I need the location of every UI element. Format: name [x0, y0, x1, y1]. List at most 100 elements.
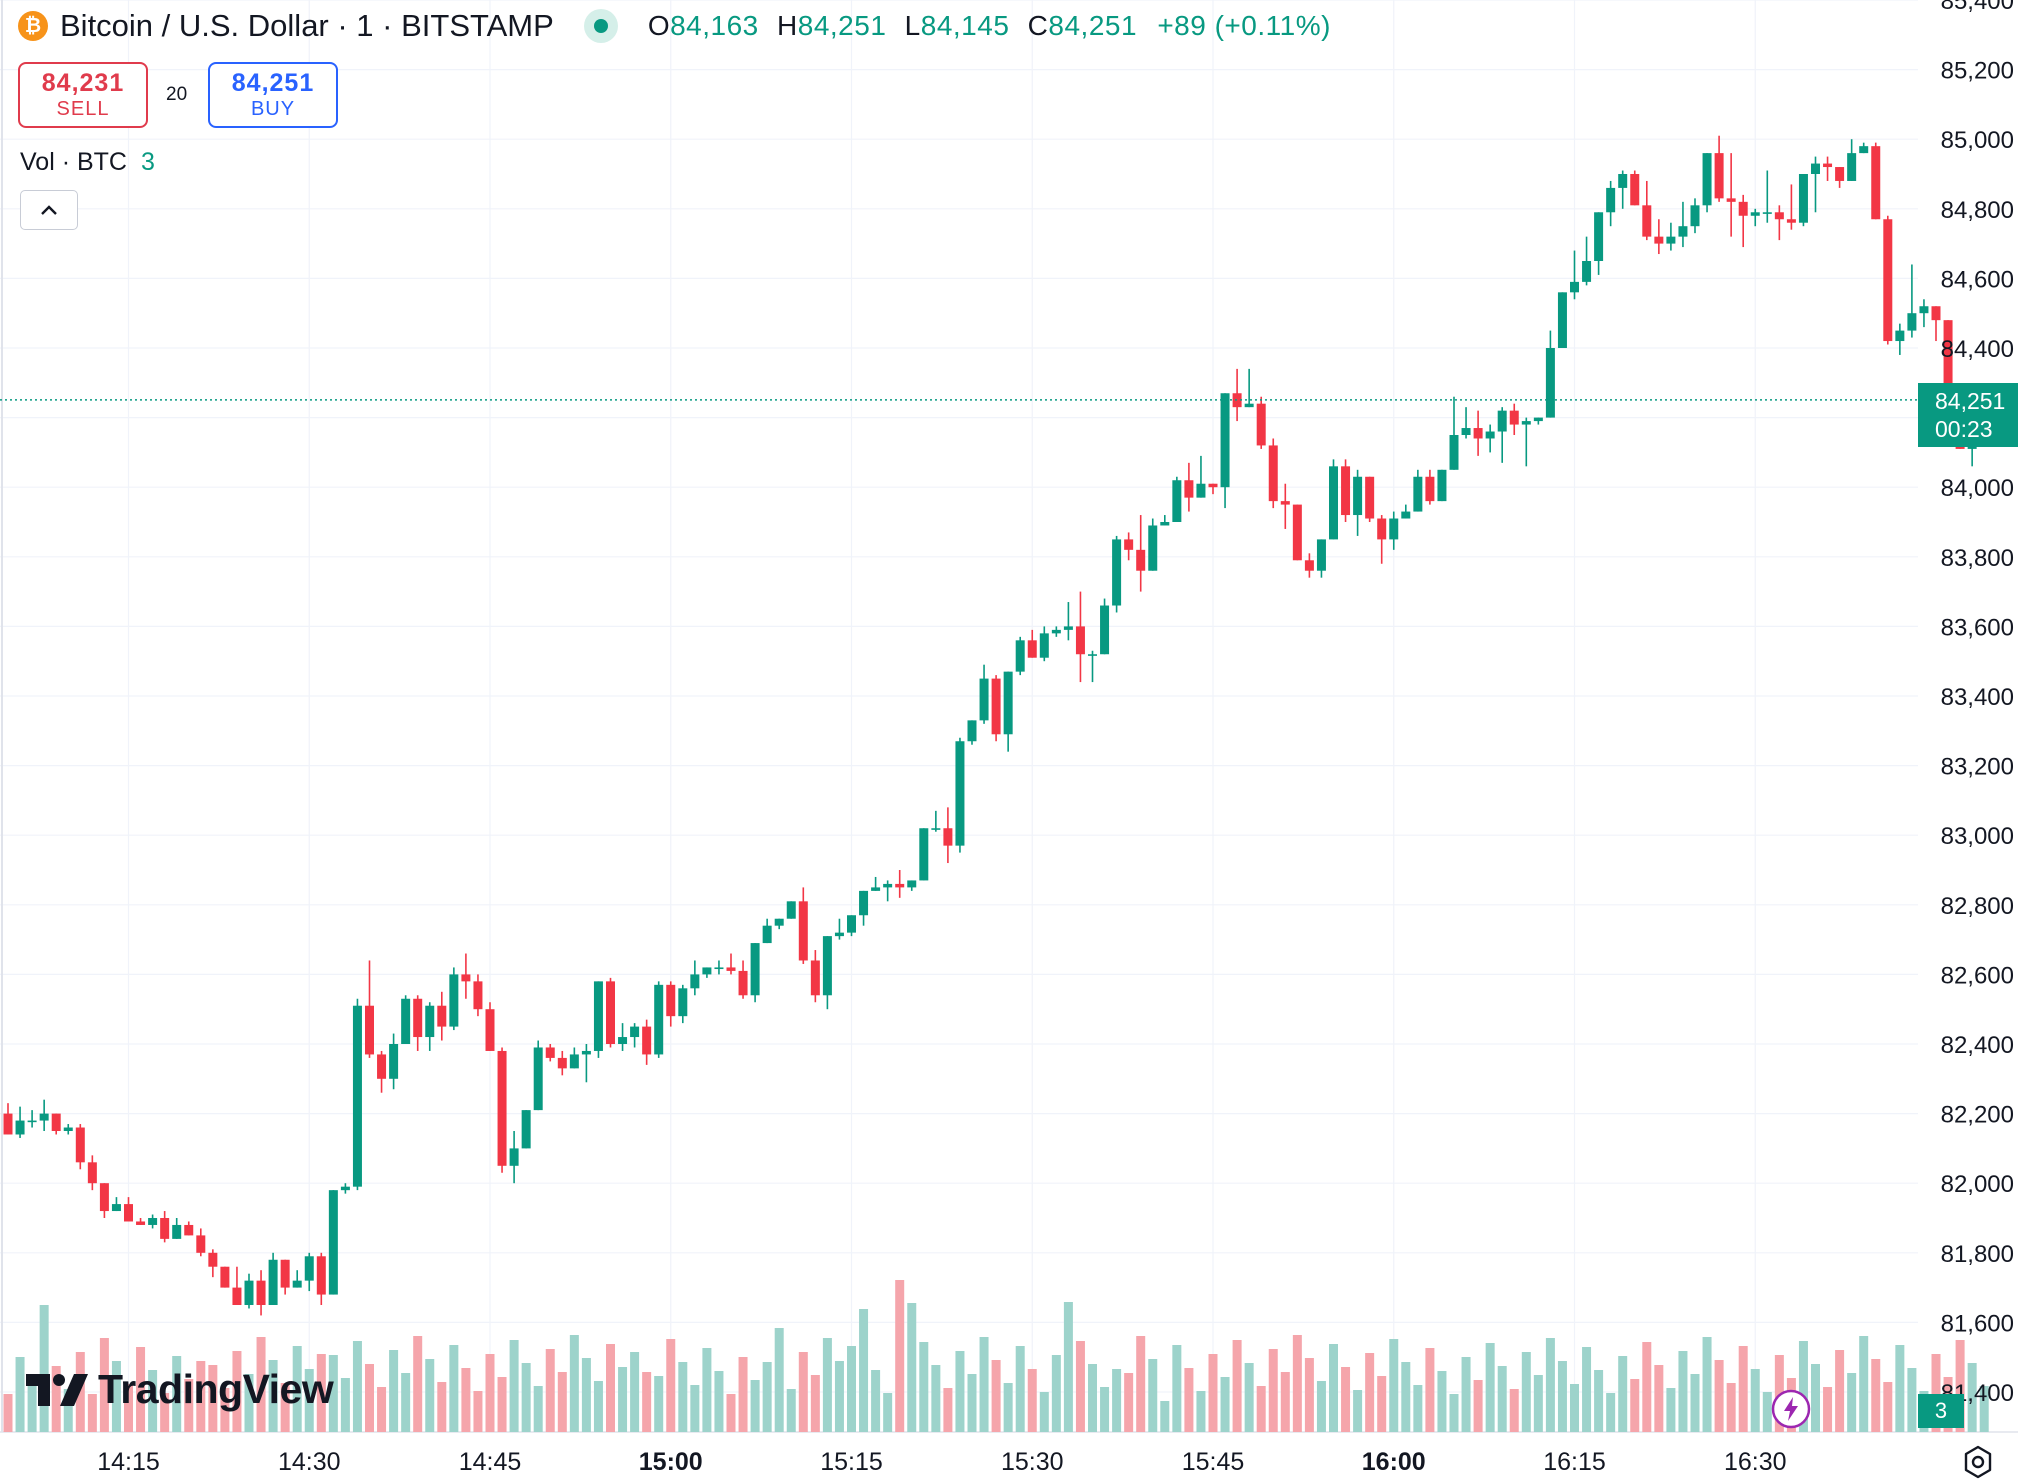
candle-body [1461, 428, 1471, 435]
volume-bar [1895, 1345, 1905, 1432]
volume-bar [196, 1361, 206, 1432]
volume-bar [124, 1384, 133, 1432]
tradingview-logo[interactable]: TradingView [26, 1366, 334, 1413]
volume-bar [1654, 1365, 1664, 1432]
candle-body [148, 1218, 158, 1225]
candle-body [1353, 476, 1363, 516]
candle-body [1642, 205, 1652, 237]
volume-legend[interactable]: Vol · BTC 3 [20, 148, 155, 177]
candle-body [1136, 549, 1146, 571]
volume-bar [1377, 1376, 1387, 1432]
candle-body [461, 974, 471, 982]
price-axis[interactable]: 81,40081,60081,80082,00082,20082,40082,6… [1941, 0, 2014, 1407]
volume-bar [1051, 1355, 1061, 1432]
volume-bar [1160, 1401, 1170, 1432]
candlesticks [3, 135, 1989, 1316]
candle-body [1220, 393, 1230, 488]
volume-bar [943, 1388, 953, 1432]
candle-body [1786, 219, 1796, 223]
candle-body [256, 1280, 266, 1305]
volume-bar [244, 1374, 254, 1432]
candle-body [232, 1287, 242, 1305]
candle-body [425, 1005, 435, 1038]
volume-bar [1678, 1351, 1688, 1432]
time-tick-label: 14:30 [278, 1448, 341, 1476]
volume-bar [63, 1389, 73, 1432]
candle-body [1015, 640, 1025, 672]
price-tick-label: 83,600 [1941, 614, 2014, 641]
settings-icon[interactable] [1960, 1444, 1996, 1480]
candle-body [63, 1127, 73, 1131]
market-open-icon[interactable] [583, 9, 618, 43]
sell-button[interactable]: 84,231 SELL [18, 62, 148, 128]
open-label: O [647, 10, 671, 41]
candle-body [1823, 163, 1833, 168]
volume-bar [461, 1368, 471, 1432]
volume-bar [1702, 1337, 1712, 1432]
volume-bar [1329, 1344, 1338, 1432]
volume-bar [352, 1341, 362, 1432]
volume-bar [593, 1381, 603, 1432]
time-axis[interactable]: 14:15 14:30 14:45 15:00 15:15 15:30 15:45 16:00… [97, 1448, 1786, 1476]
volume-bar [1148, 1359, 1158, 1432]
volume-bar [1582, 1347, 1592, 1432]
volume-bar [1931, 1354, 1941, 1432]
volume-bar [1461, 1357, 1471, 1432]
candle-body [1100, 605, 1110, 655]
volume-bar [1124, 1373, 1134, 1432]
candle-body [485, 1009, 495, 1051]
volume-bar [1341, 1367, 1351, 1432]
candle-body [184, 1224, 194, 1236]
volume-bar [1690, 1374, 1700, 1432]
volume-bar [1353, 1390, 1363, 1432]
buy-button[interactable]: 84,251 BUY [208, 62, 338, 128]
tradingview-logo-text: TradingView [98, 1366, 334, 1412]
candle-body [280, 1259, 290, 1288]
volume-bar [1509, 1389, 1519, 1432]
candle-body [1160, 522, 1170, 526]
candle-body [750, 943, 760, 996]
price-tick-label: 83,000 [1941, 823, 2014, 850]
volume-bar [1907, 1368, 1917, 1432]
candle-body [943, 828, 953, 846]
volume-bar [413, 1336, 423, 1432]
buy-price: 84,251 [231, 69, 315, 97]
volume-bar [859, 1309, 869, 1432]
candle-body [1401, 511, 1411, 519]
candle-body [1196, 483, 1206, 498]
candle-body [1774, 212, 1784, 220]
volume-bar [87, 1394, 97, 1432]
price-tick-label: 85,200 [1941, 58, 2014, 85]
volume-bar [1232, 1340, 1242, 1432]
candle-body [545, 1047, 555, 1058]
candle-body [1871, 146, 1881, 220]
candle-body [111, 1204, 121, 1212]
candle-body [1630, 174, 1640, 206]
symbol-title[interactable]: Bitcoin / U.S. Dollar · 1 · BITSTAMP [60, 8, 554, 43]
lightning-icon[interactable] [1771, 1389, 1811, 1429]
candle-body [1509, 410, 1519, 425]
collapse-legend-button[interactable] [20, 190, 78, 230]
bar-countdown: 00:23 [1935, 416, 1993, 442]
candle-body [1329, 466, 1338, 540]
candle-body [1594, 212, 1604, 261]
candle-body [1666, 236, 1676, 244]
candle-body [714, 967, 724, 970]
low-label: L [904, 10, 921, 41]
candle-body [389, 1044, 399, 1079]
candle-body [810, 960, 820, 996]
volume-bar [473, 1391, 483, 1432]
volume-bar [1570, 1384, 1579, 1432]
volume-bar [967, 1374, 977, 1432]
candle-body [172, 1224, 182, 1239]
candle-body [1051, 629, 1061, 634]
volume-bar [1774, 1355, 1784, 1432]
candle-body [1232, 393, 1242, 408]
time-tick-label: 16:00 [1362, 1448, 1426, 1476]
candle-body [786, 901, 796, 919]
candle-body [328, 1190, 338, 1295]
candle-body [1750, 212, 1760, 216]
volume-bar [3, 1394, 13, 1432]
time-tick-label: 15:45 [1182, 1448, 1245, 1476]
